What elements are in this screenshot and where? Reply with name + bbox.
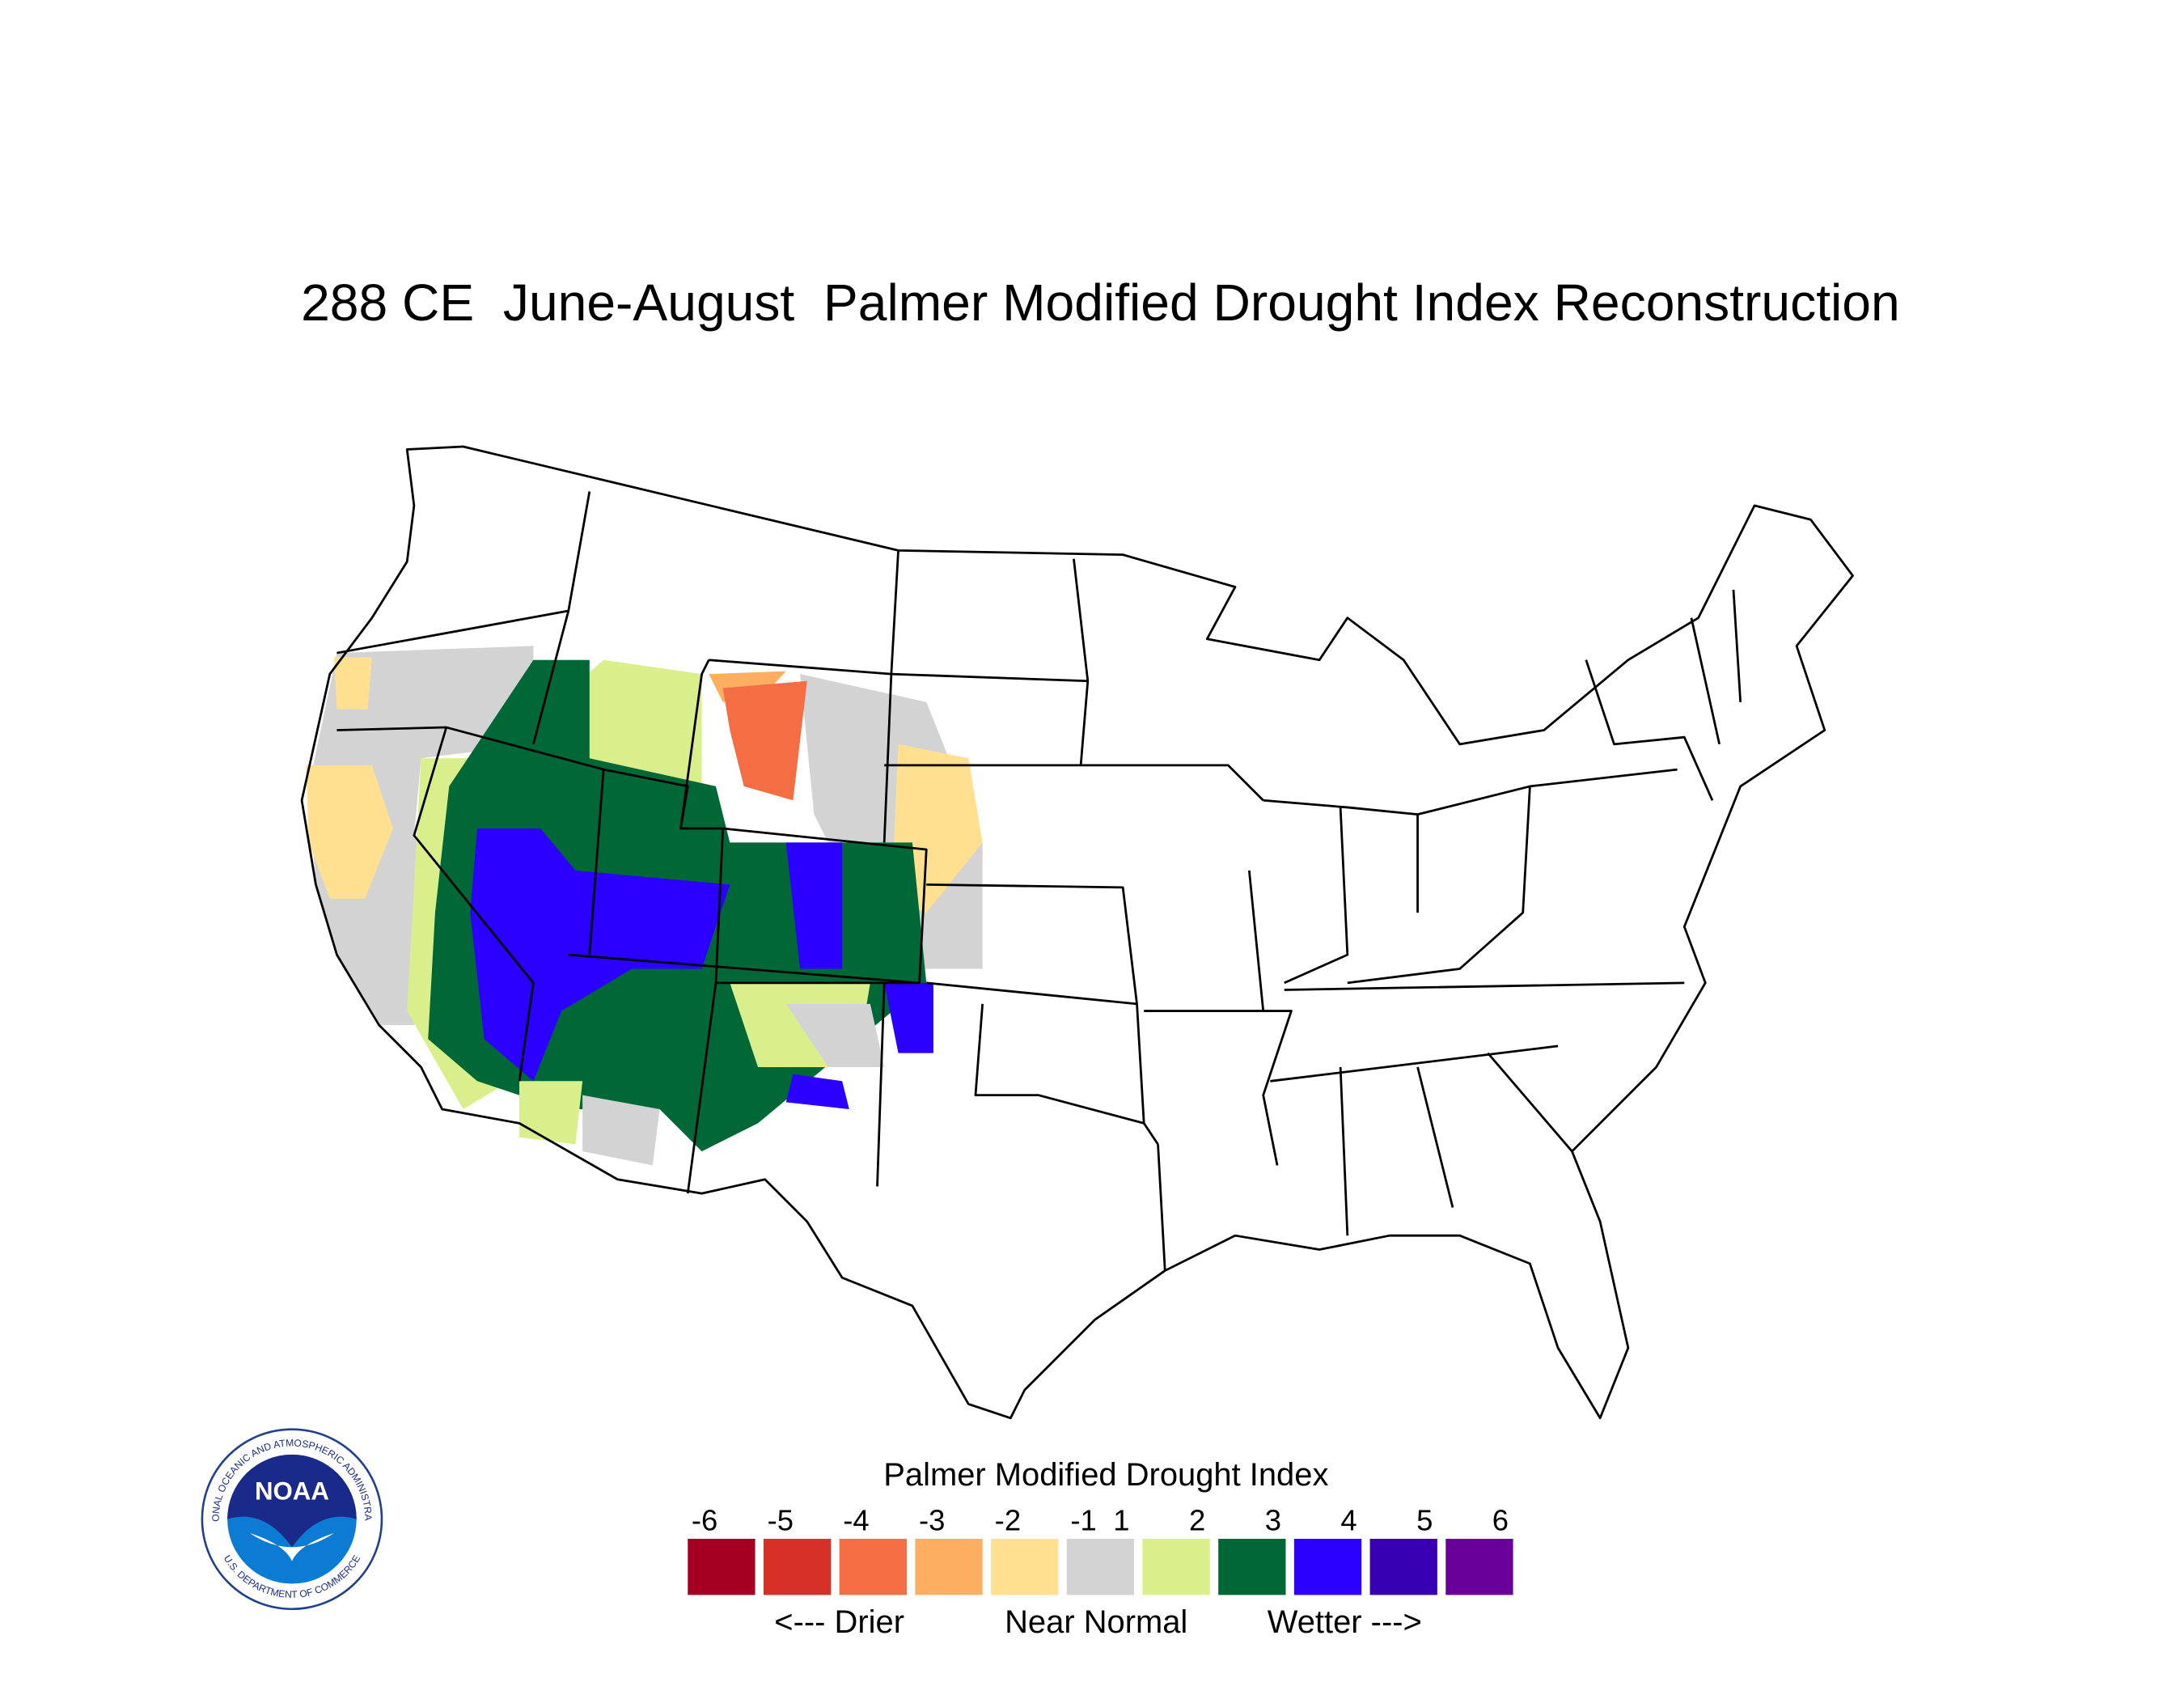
legend-swatch bbox=[1369, 1538, 1437, 1595]
legend-swatch bbox=[763, 1538, 832, 1595]
legend-label: 4 bbox=[1340, 1504, 1357, 1537]
us-outline bbox=[300, 445, 1854, 1420]
title: 288 CE June-August Palmer Modified Droug… bbox=[301, 273, 1900, 332]
legend-swatch bbox=[839, 1538, 907, 1595]
legend: Palmer Modified Drought Index -6 -5 -4 -3 -2… bbox=[688, 1457, 1513, 1640]
region bbox=[785, 1003, 885, 1067]
region bbox=[785, 842, 843, 969]
country-outline bbox=[300, 445, 1854, 1420]
legend-swatch bbox=[1066, 1538, 1135, 1595]
legend-swatch bbox=[1142, 1538, 1210, 1595]
legend-label: -2 bbox=[995, 1504, 1021, 1537]
legend-label: 3 bbox=[1265, 1504, 1281, 1537]
logo-text: NOAA bbox=[255, 1477, 329, 1505]
legend-swatch bbox=[1293, 1538, 1362, 1595]
logo-top bbox=[227, 1454, 357, 1548]
region bbox=[333, 657, 372, 710]
drought-regions bbox=[306, 646, 983, 1166]
legend-swatch bbox=[1445, 1538, 1513, 1595]
region bbox=[582, 1095, 660, 1166]
legend-annotation: Wetter ---> bbox=[1268, 1604, 1422, 1640]
region bbox=[519, 1081, 583, 1145]
legend-annotation: <--- Drier bbox=[774, 1604, 904, 1640]
legend-label: 2 bbox=[1189, 1504, 1205, 1537]
state-lines bbox=[336, 491, 1742, 1271]
legend-label: -6 bbox=[692, 1504, 717, 1537]
legend-title: Palmer Modified Drought Index bbox=[883, 1457, 1328, 1493]
legend-label: -4 bbox=[843, 1504, 869, 1537]
legend-label: 6 bbox=[1492, 1504, 1509, 1537]
region bbox=[722, 680, 807, 801]
legend-label: -1 bbox=[1070, 1504, 1096, 1537]
noaa-logo: NOAA NATIONAL OCEANIC AND ATMOSPHERIC AD… bbox=[201, 1428, 383, 1611]
legend-annotation: Near Normal bbox=[1005, 1604, 1187, 1640]
region bbox=[785, 1074, 849, 1110]
legend-swatch bbox=[688, 1538, 756, 1595]
legend-swatch bbox=[915, 1538, 983, 1595]
legend-swatch bbox=[1218, 1538, 1286, 1595]
legend-label: -3 bbox=[919, 1504, 945, 1537]
legend-label: 5 bbox=[1416, 1504, 1433, 1537]
logo-bird bbox=[249, 1533, 334, 1561]
region bbox=[884, 982, 933, 1053]
region bbox=[306, 765, 393, 899]
region bbox=[308, 646, 534, 1025]
region bbox=[470, 828, 730, 1082]
legend-label: 1 bbox=[1113, 1504, 1129, 1537]
legend-swatch bbox=[991, 1538, 1059, 1595]
legend-label: -5 bbox=[768, 1504, 794, 1537]
